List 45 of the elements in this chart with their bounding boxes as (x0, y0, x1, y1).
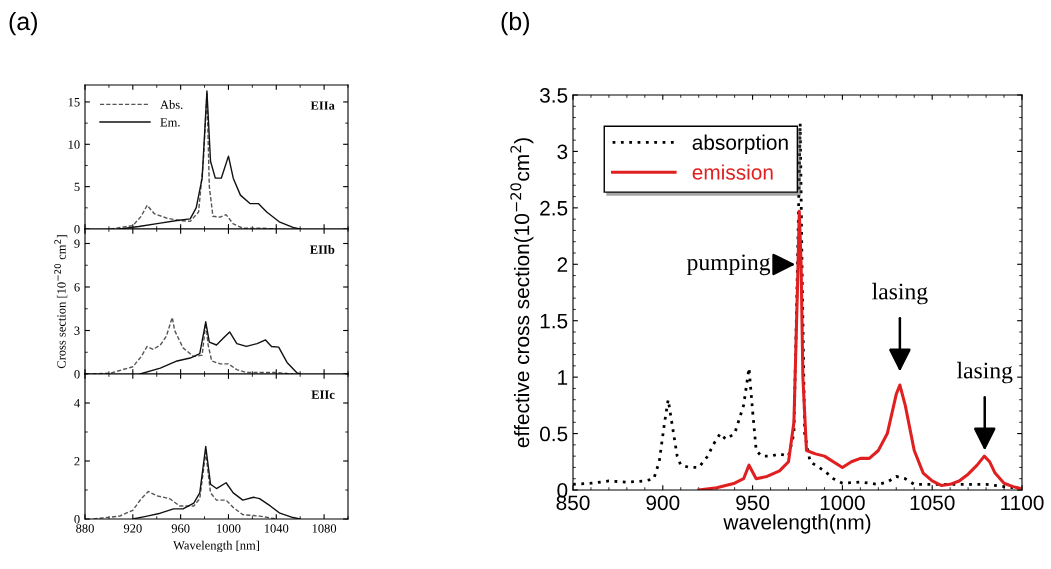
y-tick-label: 10 (68, 140, 80, 149)
x-tick-label: 920 (123, 524, 142, 533)
y-tick-label: 5 (74, 182, 80, 192)
x-tick-label: 1000 (820, 495, 865, 511)
annotation: lasing (872, 282, 928, 305)
x-tick-label: 1080 (312, 524, 337, 533)
legend-label: Abs. (160, 100, 183, 109)
x-tick-label: 950 (736, 495, 770, 511)
y-tick-label: 6 (74, 283, 80, 292)
y-tick-label: 0.5 (539, 426, 568, 442)
y-tick-label: 0 (74, 370, 80, 379)
y-tick-label: 1 (558, 370, 568, 385)
annotation: EIIb (310, 245, 335, 254)
y-tick-label: 2.5 (540, 200, 568, 216)
x-tick-label: 880 (76, 524, 94, 533)
x-tick-label: 1040 (264, 524, 289, 533)
x-axis-title: wavelength(nm) (723, 514, 871, 534)
y-tick-label: 9 (74, 239, 80, 248)
x-tick-label: 960 (171, 524, 190, 533)
y-tick-label: 4 (74, 399, 80, 408)
y-tick-label: 15 (68, 98, 80, 107)
x-tick-label: 1000 (217, 524, 241, 533)
y-tick-label: 2 (74, 457, 80, 466)
x-tick-label: 1100 (1001, 495, 1044, 511)
y-axis-title: effective cross section(10$^{−20}$cm$^{2}$) (510, 138, 534, 448)
y-tick-label: 3.5 (539, 88, 568, 103)
y-tick-label: 0 (74, 515, 80, 524)
y-tick-label: 2 (557, 257, 568, 272)
chart-title: (b) (501, 11, 529, 36)
legend-label: emission (692, 164, 773, 180)
x-tick-label: 900 (646, 495, 680, 511)
chart-title: (a) (9, 11, 37, 36)
x-tick-label: 1050 (910, 495, 955, 511)
legend-label: Em. (160, 118, 180, 127)
annotation: EIIa (310, 101, 335, 110)
y-tick-label: 0 (74, 225, 80, 234)
y-tick-label: 1.5 (540, 313, 568, 329)
y-tick-label: 3 (557, 144, 568, 160)
annotation: pumping (686, 254, 771, 276)
annotation: lasing (957, 361, 1013, 384)
legend-label: absorption (692, 134, 788, 154)
y-axis-title: Cross section [10$^{−20}$ cm$^{2}$] (54, 235, 68, 369)
x-axis-title: Wavelength [nm] (173, 540, 259, 553)
y-tick-label: 3 (74, 326, 80, 335)
annotation: EIIc (311, 390, 335, 399)
